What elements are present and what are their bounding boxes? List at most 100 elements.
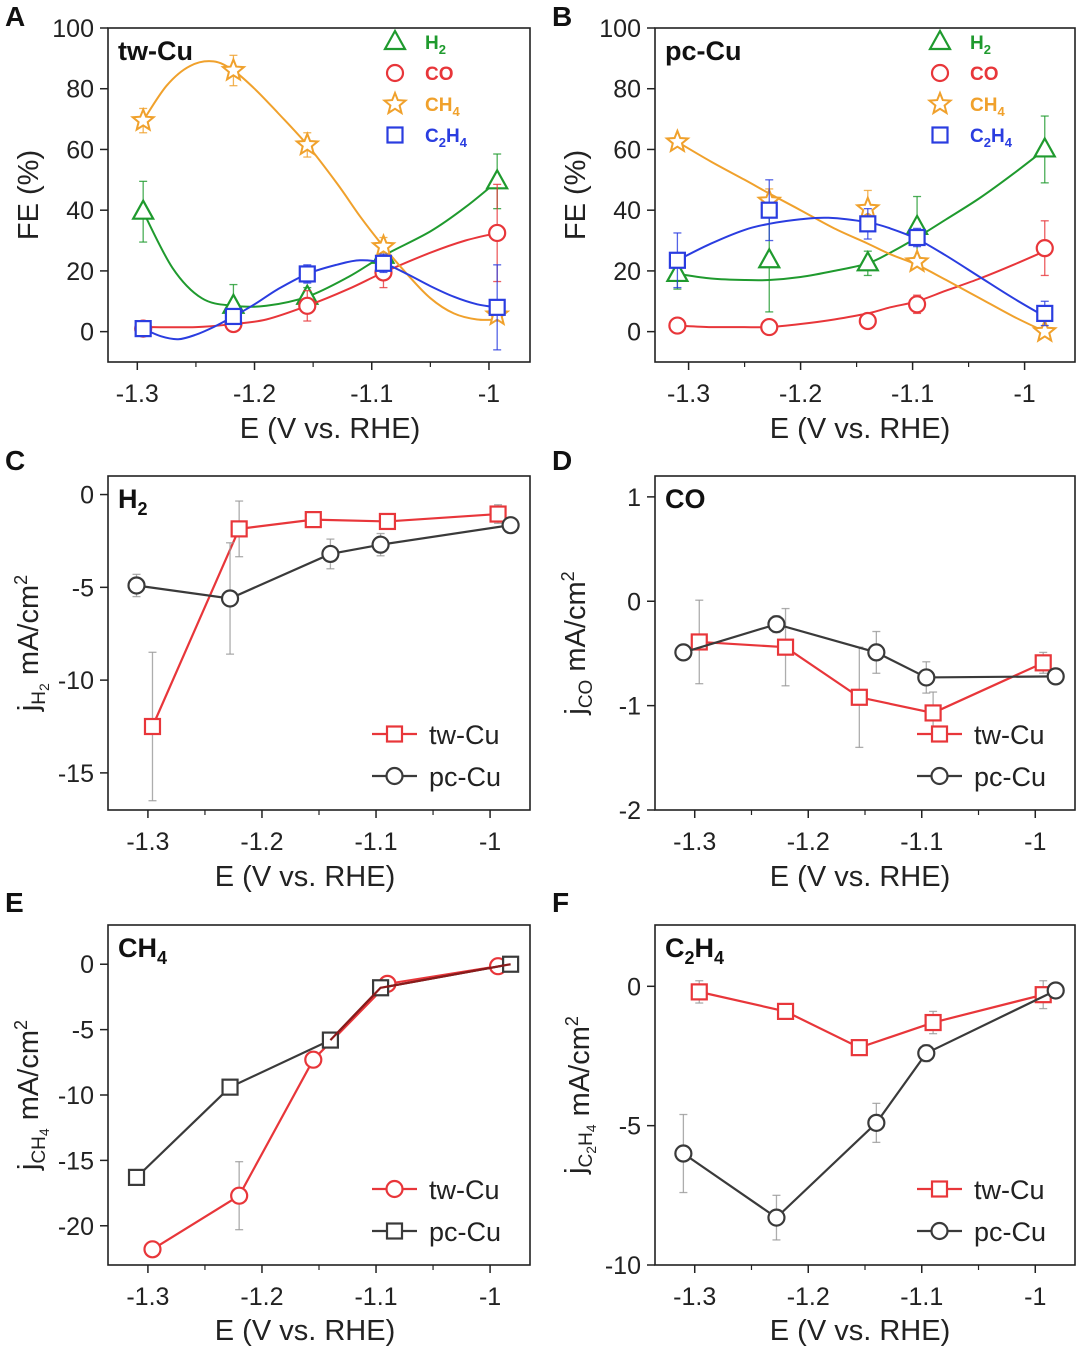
- data-point: [850, 1039, 868, 1057]
- x-tick-label: -1.1: [354, 1283, 397, 1311]
- legend-marker: [385, 63, 405, 83]
- y-tick-label: 0: [627, 319, 641, 347]
- legend-label-sub: 4: [452, 104, 460, 119]
- y-tick-label: -10: [605, 1252, 641, 1280]
- x-axis-label: E (V vs. RHE): [215, 861, 395, 893]
- series-line: [151, 965, 499, 1251]
- data-point: [668, 316, 687, 335]
- y-label-unit: mA/cm: [560, 581, 592, 679]
- legend-label-sub: 2: [439, 135, 446, 150]
- y-label-main: j: [560, 708, 592, 715]
- data-point: [220, 589, 240, 608]
- x-axis-label: E (V vs. RHE): [770, 861, 950, 893]
- y-tick-label: -5: [619, 1113, 641, 1141]
- legend-marker: [385, 766, 404, 786]
- data-point: [674, 1144, 693, 1163]
- data-point: [143, 717, 162, 736]
- series-pc-cu: [127, 955, 520, 1186]
- x-tick-label: -1.2: [240, 828, 283, 856]
- panel-title-sub2: 4: [714, 948, 724, 968]
- y-tick-label: 60: [66, 136, 94, 164]
- plot-frame: [107, 27, 531, 363]
- legend-label: CO: [425, 64, 454, 85]
- y-label-unit: mA/cm: [13, 1030, 45, 1128]
- data-point: [767, 1208, 786, 1227]
- x-tick-label: -1.2: [233, 380, 276, 408]
- data-point: [488, 223, 507, 243]
- y-label-sub4: 4: [583, 1124, 599, 1132]
- y-tick-label: 1: [627, 484, 641, 512]
- data-point: [1046, 667, 1065, 686]
- y-tick-label: -5: [72, 574, 94, 602]
- series-c2h4: [134, 253, 506, 351]
- y-tick-label: 0: [627, 973, 641, 1001]
- panel-title: CO: [665, 484, 706, 514]
- data-point: [143, 1240, 162, 1259]
- data-point: [867, 1113, 886, 1132]
- series-c2h4: [668, 179, 1054, 327]
- y-label-unit: mA/cm: [13, 585, 45, 683]
- x-tick-label: -1: [1024, 1283, 1046, 1311]
- data-point: [904, 248, 931, 273]
- y-axis-label: jCO mA/cm2: [558, 571, 597, 715]
- y-tick-label: 0: [80, 319, 94, 347]
- data-point: [221, 1078, 239, 1096]
- y-tick-label: 80: [66, 76, 94, 104]
- data-point: [760, 201, 778, 219]
- y-label-sup: 2: [558, 571, 578, 581]
- series-extra: [329, 963, 511, 1041]
- y-tick-label: 0: [80, 951, 94, 979]
- fit-curve: [676, 141, 1046, 333]
- y-axis-label: FE (%): [13, 150, 45, 240]
- data-point: [1046, 981, 1065, 1000]
- panel-b: B -1.3 -1.2 -1.1 -1 0 20 40 60 80 100 E (V vs. RHE)…: [552, 1, 1076, 445]
- x-tick-label: -1.1: [900, 1283, 943, 1311]
- x-tick-label: -1.2: [787, 1283, 830, 1311]
- y-axis-label: jH2 mA/cm2: [11, 575, 52, 712]
- data-point: [924, 704, 942, 722]
- legend-marker: [930, 766, 949, 786]
- series-pc-cu: [674, 615, 1065, 694]
- y-tick-label: -2: [619, 797, 641, 825]
- legend-label: tw-Cu: [429, 720, 500, 750]
- y-label-main: j: [13, 705, 45, 712]
- legend-label-sub: 4: [997, 104, 1005, 119]
- data-point: [859, 215, 877, 233]
- y-label-sup: 2: [562, 1016, 582, 1026]
- y-label-sub: CH: [29, 1136, 50, 1163]
- panel-title-sub: 2: [685, 948, 695, 968]
- data-point: [374, 254, 393, 272]
- legend-marker: [381, 90, 409, 116]
- y-tick-label: -15: [58, 1147, 94, 1175]
- legend-marker: [385, 1222, 404, 1240]
- data-point: [298, 296, 317, 315]
- panel-title-main: pc-Cu: [665, 36, 742, 66]
- data-point: [690, 983, 708, 1001]
- data-point: [127, 576, 146, 595]
- legend-label: CO: [970, 64, 999, 85]
- data-point: [488, 298, 506, 316]
- panel-title-sub: 4: [157, 948, 167, 968]
- x-tick-label: -1.1: [900, 828, 943, 856]
- data-point: [776, 1002, 795, 1020]
- y-tick-label: -5: [72, 1017, 94, 1045]
- y-label-sub: H: [29, 691, 50, 705]
- data-point: [220, 56, 247, 82]
- y-axis-label: jCH4 mA/cm2: [11, 1020, 52, 1171]
- legend-label: tw-Cu: [429, 1175, 500, 1205]
- panel-title-main: CO: [665, 484, 706, 514]
- data-point: [489, 505, 507, 523]
- y-tick-label: 40: [66, 197, 94, 225]
- data-point: [917, 668, 936, 687]
- x-tick-label: -1.2: [240, 1283, 283, 1311]
- data-point: [867, 643, 886, 662]
- data-point: [131, 198, 156, 220]
- legend-label-main: H: [425, 33, 439, 54]
- data-point: [757, 247, 782, 269]
- x-tick-label: -1.3: [673, 1283, 716, 1311]
- legend-marker: [931, 126, 949, 144]
- y-tick-label: 40: [613, 197, 641, 225]
- x-tick-label: -1.3: [116, 380, 159, 408]
- panel-title: pc-Cu: [665, 36, 742, 66]
